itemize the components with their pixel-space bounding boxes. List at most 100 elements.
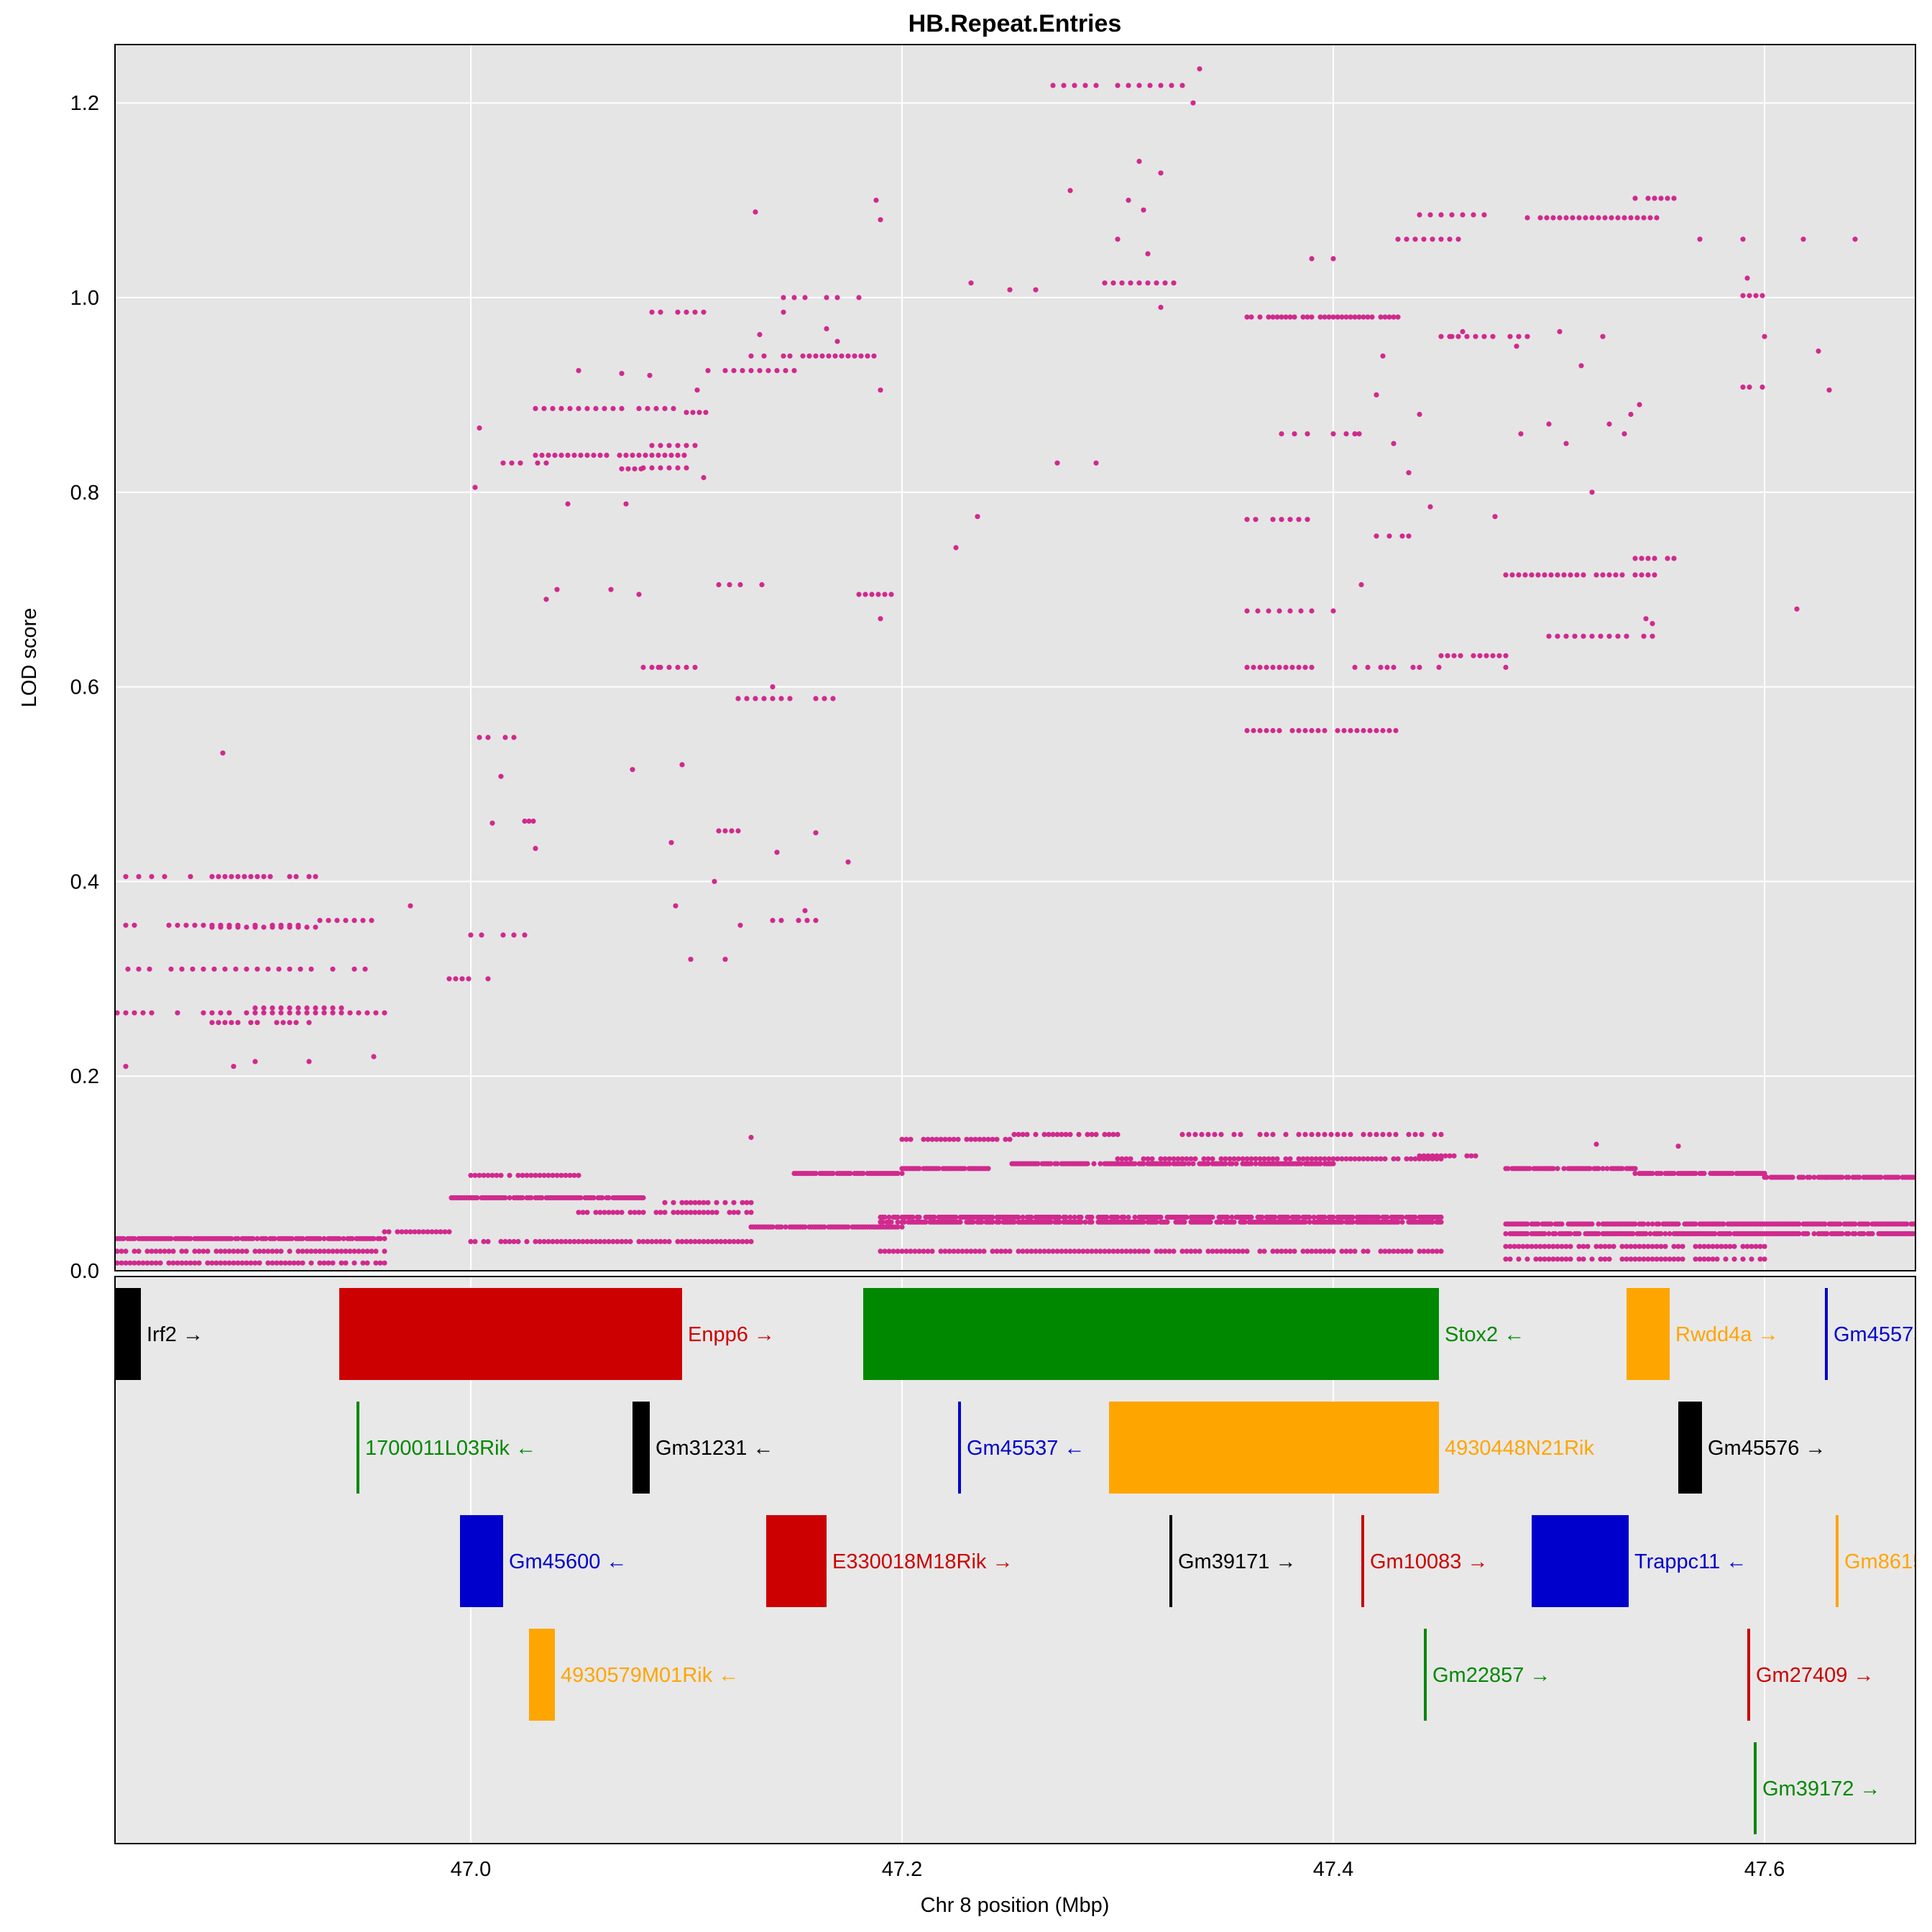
lod-point xyxy=(684,1200,689,1205)
lod-point xyxy=(349,1236,355,1241)
lod-point xyxy=(1059,1131,1064,1137)
lod-point xyxy=(619,371,625,377)
lod-point xyxy=(1427,504,1433,510)
lod-point xyxy=(554,1238,560,1244)
lod-point xyxy=(541,1238,547,1244)
lod-point xyxy=(1322,1156,1328,1162)
lod-point xyxy=(834,339,840,344)
lod-point xyxy=(304,1005,310,1011)
lod-point xyxy=(1805,1230,1811,1237)
lod-point xyxy=(571,1238,577,1244)
lod-point xyxy=(1305,314,1310,320)
lod-point xyxy=(175,1010,180,1016)
lod-point xyxy=(649,309,655,315)
lod-point xyxy=(282,1260,288,1266)
lod-point xyxy=(295,1248,301,1254)
lod-point xyxy=(1391,664,1397,671)
lod-point xyxy=(1270,727,1276,734)
lod-point xyxy=(472,1238,478,1244)
lod-point xyxy=(336,1236,342,1241)
lod-point xyxy=(179,966,185,972)
lod-point xyxy=(1348,1131,1353,1137)
lod-point xyxy=(1645,1221,1651,1227)
lod-point xyxy=(1020,1248,1026,1254)
lod-point xyxy=(1721,1221,1726,1227)
lod-point xyxy=(1309,1156,1315,1162)
gene-4930579m01rik-box xyxy=(529,1629,555,1721)
lod-point xyxy=(1671,556,1677,561)
lod-point xyxy=(1645,556,1651,561)
lod-point xyxy=(1361,1248,1366,1254)
lod-point xyxy=(1524,334,1530,339)
lod-point xyxy=(1632,556,1638,561)
lod-point xyxy=(929,1248,935,1254)
lod-point xyxy=(209,924,215,930)
lod-point xyxy=(1641,1243,1647,1249)
lod-point xyxy=(1503,664,1509,671)
lod-point xyxy=(740,367,745,374)
lod-point xyxy=(1067,1131,1073,1137)
lod-point xyxy=(899,1248,905,1254)
lod-point xyxy=(1710,1256,1716,1262)
lod-point xyxy=(209,874,215,880)
lod-point xyxy=(1149,1156,1155,1162)
lod-point xyxy=(1628,1256,1634,1262)
lod-point xyxy=(882,1248,888,1254)
lod-point xyxy=(1693,1256,1698,1262)
lod-point xyxy=(692,309,698,315)
lod-point xyxy=(1693,1171,1698,1177)
lod-point xyxy=(826,353,832,359)
lod-point xyxy=(304,1010,310,1016)
lod-point xyxy=(1671,196,1677,201)
lod-point xyxy=(123,1010,129,1016)
lod-point xyxy=(1011,1219,1017,1225)
lod-point xyxy=(1309,314,1315,320)
lod-point xyxy=(1072,1214,1077,1220)
lod-point xyxy=(1264,1131,1269,1137)
lod-point xyxy=(1697,236,1703,242)
lod-point xyxy=(1199,1131,1205,1137)
lod-point xyxy=(692,1210,698,1215)
lod-point xyxy=(1335,1131,1340,1137)
lod-point xyxy=(692,1238,698,1244)
lod-point xyxy=(218,924,224,930)
lod-point xyxy=(899,1224,905,1230)
lod-point xyxy=(1205,1248,1211,1254)
lod-point xyxy=(1167,1248,1172,1254)
lod-point xyxy=(500,932,506,938)
gene-panel-frame xyxy=(114,1276,1916,1844)
lod-point xyxy=(489,820,495,826)
lod-point xyxy=(170,1260,176,1266)
lod-point xyxy=(1007,1248,1013,1254)
lod-point xyxy=(1270,1156,1276,1162)
lod-point xyxy=(1581,633,1586,639)
lod-point xyxy=(1451,1153,1457,1159)
lod-point xyxy=(753,696,758,702)
lod-point xyxy=(1147,83,1153,88)
lod-point xyxy=(265,1248,271,1254)
lod-point xyxy=(1546,1243,1552,1249)
lod-point xyxy=(903,1136,909,1142)
lod-point xyxy=(1240,1248,1246,1254)
lod-point xyxy=(1386,1131,1392,1137)
lod-point xyxy=(1037,1248,1043,1254)
lod-point xyxy=(679,1200,685,1205)
lod-point xyxy=(705,367,711,374)
lod-point xyxy=(1253,517,1259,523)
lod-point xyxy=(1110,1131,1116,1137)
lod-point xyxy=(132,1236,137,1241)
lod-point xyxy=(1399,1214,1405,1220)
lod-point xyxy=(1555,633,1560,639)
lod-point xyxy=(1361,1156,1366,1162)
lod-point xyxy=(684,1238,689,1244)
lod-point xyxy=(1007,1136,1013,1142)
lod-point xyxy=(1550,215,1556,221)
lod-point xyxy=(1846,1174,1852,1180)
lod-point xyxy=(1328,1131,1334,1137)
lod-point xyxy=(502,1238,508,1244)
lod-point xyxy=(1744,275,1750,281)
lod-point xyxy=(1533,1243,1539,1249)
lod-point xyxy=(802,295,808,300)
lod-point xyxy=(1257,1248,1263,1254)
lod-point xyxy=(1300,1248,1306,1254)
